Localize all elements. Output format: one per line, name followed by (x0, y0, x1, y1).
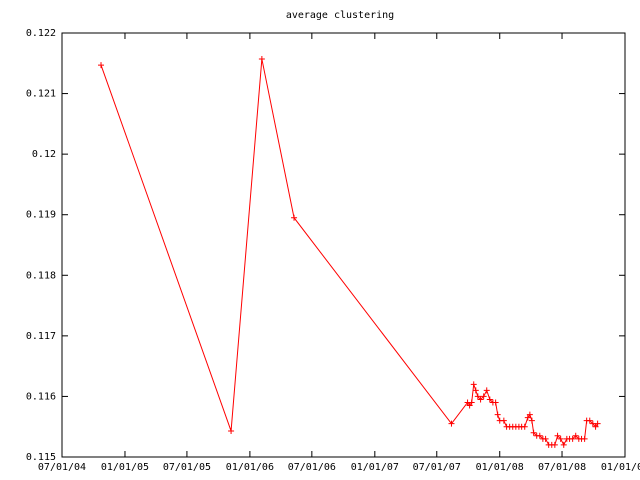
point-marker (594, 420, 601, 427)
point-marker (530, 429, 537, 436)
x-tick-label: 01/01/06 (226, 462, 274, 473)
y-tick-label: 0.12 (32, 149, 56, 160)
point-marker (586, 417, 593, 424)
point-marker (291, 214, 298, 221)
point-marker (572, 432, 579, 439)
point-marker (557, 435, 564, 442)
point-marker (500, 417, 507, 424)
point-marker (542, 435, 549, 442)
series-line (100, 58, 599, 446)
x-tick-label: 07/01/07 (413, 462, 461, 473)
chart-title: average clustering (286, 10, 394, 21)
y-tick-label: 0.121 (26, 89, 56, 100)
point-marker (483, 387, 490, 394)
y-tick-label: 0.117 (26, 331, 56, 342)
point-marker (228, 427, 235, 434)
point-marker (472, 387, 479, 394)
point-marker (560, 441, 567, 448)
point-marker (448, 420, 455, 427)
x-tick-label: 01/01/05 (101, 462, 149, 473)
x-tick-label: 01/01/07 (351, 462, 399, 473)
point-marker (486, 396, 493, 403)
point-marker (569, 435, 576, 442)
point-marker (466, 402, 473, 409)
x-tick-label: 01/01/08 (476, 462, 524, 473)
point-marker (468, 399, 475, 406)
plot-frame (61, 32, 626, 458)
point-marker (258, 56, 265, 63)
x-tick-label: 07/01/04 (38, 462, 86, 473)
y-tick-label: 0.116 (26, 391, 56, 402)
point-marker (470, 381, 477, 388)
point-marker (98, 62, 105, 69)
point-marker (581, 435, 588, 442)
x-tick-label: 07/01/06 (288, 462, 336, 473)
point-marker (554, 432, 561, 439)
point-marker (474, 393, 481, 400)
point-marker (526, 411, 533, 418)
point-marker (551, 441, 558, 448)
point-marker (528, 417, 535, 424)
point-marker (480, 393, 487, 400)
y-tick-label: 0.119 (26, 210, 56, 221)
point-marker (524, 414, 531, 421)
point-marker (494, 411, 501, 418)
point-marker (492, 399, 499, 406)
point-marker (592, 423, 599, 430)
y-tick-label: 0.122 (26, 28, 56, 39)
x-tick-label: 07/01/05 (163, 462, 211, 473)
point-marker (521, 423, 528, 430)
point-marker (477, 396, 484, 403)
x-tick-label: 07/01/08 (538, 462, 586, 473)
y-tick-label: 0.115 (26, 452, 56, 463)
point-marker (536, 432, 543, 439)
x-tick-label: 01/01/09 (601, 462, 640, 473)
y-tick-label: 0.118 (26, 270, 56, 281)
